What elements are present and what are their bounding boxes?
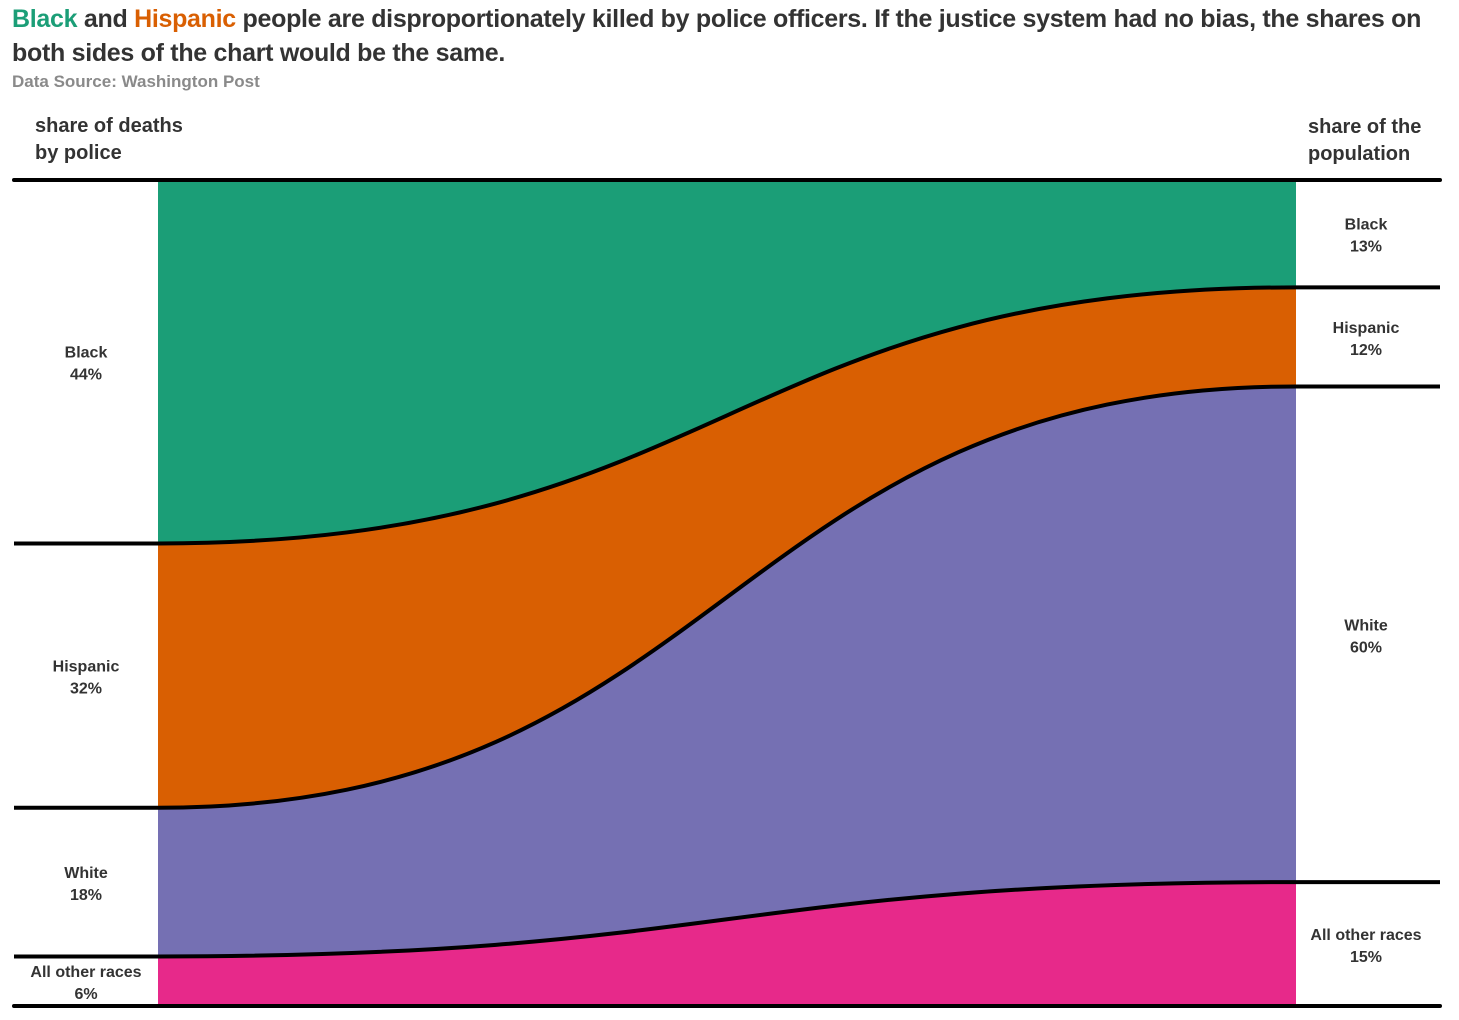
band-all-other-races bbox=[158, 882, 1296, 1006]
band-white bbox=[158, 386, 1296, 957]
right-value-white: 60% bbox=[1350, 639, 1382, 656]
left-value-hispanic: 32% bbox=[70, 681, 102, 698]
left-header-line1: share of deaths bbox=[35, 115, 183, 137]
left-label-hispanic: Hispanic bbox=[53, 659, 120, 676]
right-label-black: Black bbox=[1345, 217, 1388, 234]
right-header-line1: share of the bbox=[1308, 116, 1422, 138]
right-value-hispanic: 12% bbox=[1350, 342, 1382, 359]
band-black bbox=[158, 180, 1296, 544]
left-label-black: Black bbox=[65, 345, 108, 362]
title-hispanic: Hispanic bbox=[134, 5, 236, 33]
right-value-all-other-races: 15% bbox=[1350, 949, 1382, 966]
data-source: Data Source: Washington Post bbox=[12, 72, 260, 91]
right-axis-header: share of the population bbox=[1308, 114, 1421, 168]
right-label-hispanic: Hispanic bbox=[1333, 320, 1400, 337]
boundary-curve bbox=[157, 285, 1297, 546]
boundary-curve bbox=[157, 880, 1297, 959]
left-value-all-other-races: 6% bbox=[74, 986, 97, 1003]
left-value-black: 44% bbox=[70, 367, 102, 384]
left-label-all-other-races: All other races bbox=[30, 964, 141, 981]
left-value-white: 18% bbox=[70, 887, 102, 904]
band-hispanic bbox=[158, 287, 1296, 808]
right-label-all-other-races: All other races bbox=[1310, 927, 1421, 944]
title-rest: people are disproportionately killed by … bbox=[12, 5, 1422, 67]
left-axis-header: share of deaths by police bbox=[35, 113, 183, 167]
left-label-white: White bbox=[64, 865, 108, 882]
left-header-line2: by police bbox=[35, 142, 122, 164]
right-label-white: White bbox=[1344, 617, 1388, 634]
title-black: Black bbox=[12, 5, 78, 33]
boundary-curve bbox=[157, 384, 1297, 810]
title-and: and bbox=[77, 5, 135, 33]
right-header-line2: population bbox=[1308, 143, 1411, 165]
right-value-black: 13% bbox=[1350, 239, 1382, 256]
chart-title: Black and Hispanic people are disproport… bbox=[12, 2, 1432, 70]
